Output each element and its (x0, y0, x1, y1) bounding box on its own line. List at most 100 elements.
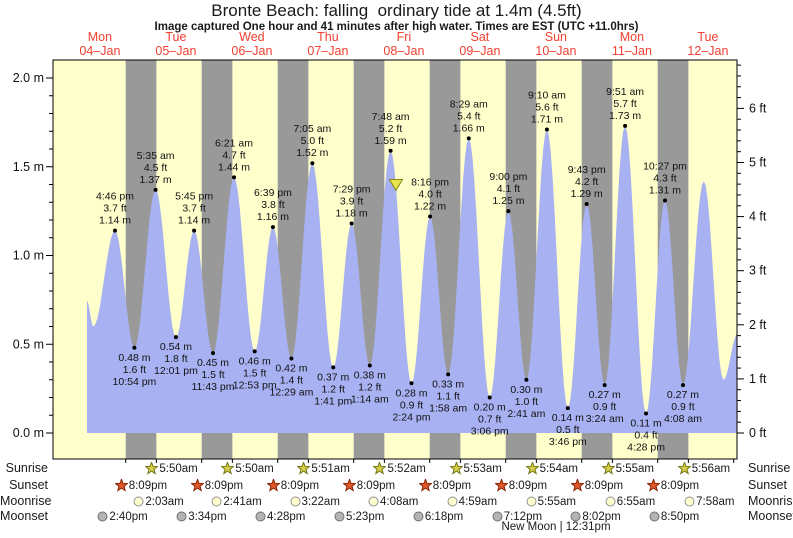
tide-annotation-line: 1.31 m (649, 184, 681, 196)
day-date-label: 06–Jan (231, 44, 272, 58)
tide-annotation-line: 1.37 m (140, 174, 172, 186)
moonrise-entry: 5:55am (526, 494, 576, 509)
sunrise-time: 5:52am (387, 462, 426, 475)
moonset-time: 8:02pm (582, 510, 621, 523)
moonrise-entry: 3:22am (290, 494, 340, 509)
tide-annotation-line: 1.18 m (336, 208, 368, 220)
tide-point-dot (132, 345, 137, 350)
sunrise-entry: 5:55am (601, 461, 654, 476)
sunset-entry: 8:09pm (114, 478, 168, 493)
tide-point-dot (289, 356, 294, 361)
moonset-entry: 5:23pm (334, 509, 384, 524)
moonrise-moon-icon (368, 496, 379, 507)
moonset-row-label-right: Moonset (748, 509, 793, 523)
tide-point-dot (466, 136, 471, 141)
tide-point-dot (232, 175, 237, 180)
tide-annotation-line: 0.7 ft (478, 414, 501, 426)
sunrise-star-icon (145, 462, 159, 475)
y-right-tick-label: 5 ft (749, 155, 767, 169)
tide-annotation-line: 5:45 pm (175, 191, 213, 203)
tide-annotation-line: 3.8 ft (261, 199, 284, 211)
tide-annotation-line: 1.73 m (609, 110, 641, 122)
tide-annotation-line: 6:39 pm (254, 187, 292, 199)
tide-annotation-line: 7:48 am (372, 111, 410, 123)
sunrise-row-label-right: Sunrise (748, 461, 791, 475)
sunrise-entry: 5:50am (145, 461, 198, 476)
day-name-label: Wed (239, 30, 265, 44)
sunset-entry: 8:09pm (190, 478, 243, 493)
sunset-entry: 8:09pm (418, 478, 471, 493)
sunset-entry: 8:09pm (646, 478, 699, 493)
day-name-label: Mon (88, 30, 112, 44)
tide-point-dot (428, 214, 433, 219)
sunrise-star-icon (525, 462, 539, 475)
y-right-tick-label: 4 ft (749, 210, 767, 224)
day-date-label: 04–Jan (79, 44, 120, 58)
tide-annotation-line: 1.6 ft (123, 364, 146, 376)
day-date-label: 09–Jan (459, 44, 500, 58)
moonset-moon-icon (492, 511, 503, 522)
tide-annotation-line: 10:27 pm (643, 160, 687, 172)
sunrise-star-icon (373, 462, 387, 475)
moonset-entry: 8:50pm (649, 509, 699, 524)
new-moon-label: New Moon | 12:31pm (501, 521, 611, 533)
moonrise-moon-icon (447, 496, 458, 507)
tide-curve (87, 125, 737, 434)
tide-point-dot (192, 228, 197, 233)
sunrise-star-icon (449, 462, 463, 475)
moonset-moon-icon (649, 511, 660, 522)
moonrise-time: 2:41am (223, 495, 262, 508)
tide-annotation-line: 0.14 m (552, 412, 584, 424)
day-date-label: 05–Jan (155, 44, 196, 58)
tide-annotation-line: 5.0 ft (301, 135, 324, 147)
tide-annotation-line: 1.66 m (453, 122, 485, 134)
sunset-time: 8:09pm (128, 479, 168, 492)
moonrise-moon-icon (290, 496, 301, 507)
tide-point-dot (252, 349, 257, 354)
moonrise-entry: 4:59am (447, 494, 497, 509)
tide-point-dot (211, 351, 216, 356)
tide-annotation-line: 3.9 ft (340, 196, 363, 208)
tide-point-dot (331, 365, 336, 370)
tide-annotation-line: 2:24 pm (393, 411, 431, 423)
tide-annotation-line: 1:41 pm (314, 395, 352, 407)
sunset-star-icon (342, 479, 356, 492)
tide-annotation-line: 12:53 pm (233, 379, 277, 391)
moonrise-entry: 2:41am (211, 494, 262, 509)
y-left-tick-label: 1.0 m (13, 249, 44, 263)
day-name-label: Tue (165, 30, 186, 44)
day-date-label: 07–Jan (307, 44, 348, 58)
tide-point-dot (623, 123, 628, 128)
sunrise-time: 5:55am (615, 462, 654, 475)
day-date-label: 11–Jan (612, 44, 652, 58)
day-name-label: Sat (471, 30, 490, 44)
sunset-time: 8:09pm (356, 479, 396, 492)
moonrise-moon-icon (133, 496, 144, 507)
tide-annotation-line: 1.59 m (375, 135, 407, 147)
tide-point-dot (270, 225, 275, 230)
tide-annotation-line: 9:43 pm (568, 164, 606, 176)
moonset-entry: 6:18pm (413, 509, 463, 524)
tide-point-dot (153, 187, 158, 192)
sunset-star-icon (494, 479, 508, 492)
tide-annotation-line: 5.7 ft (613, 98, 636, 110)
moonset-time: 6:18pm (424, 510, 464, 523)
sunset-entry: 8:09pm (342, 478, 396, 493)
sunrise-time: 5:53am (463, 462, 502, 475)
tide-point-dot (409, 381, 414, 386)
tide-annotation-line: 1.2 ft (358, 382, 381, 394)
sunrise-entry: 5:53am (449, 461, 502, 476)
sunrise-star-icon (297, 462, 311, 475)
tide-annotation-line: 0.38 m (354, 370, 386, 382)
moonset-moon-icon (255, 511, 266, 522)
moonrise-time: 4:59am (458, 495, 498, 508)
tide-annotation-line: 5.6 ft (535, 101, 558, 113)
tide-annotation-line: 3:06 pm (471, 426, 509, 438)
tide-annotation-line: 3.7 ft (182, 203, 205, 215)
sunset-time: 8:09pm (280, 479, 320, 492)
moonrise-time: 3:22am (301, 495, 340, 508)
day-date-label: 12–Jan (687, 44, 728, 58)
sunset-entry: 8:09pm (494, 478, 547, 493)
tide-point-dots (112, 123, 685, 416)
